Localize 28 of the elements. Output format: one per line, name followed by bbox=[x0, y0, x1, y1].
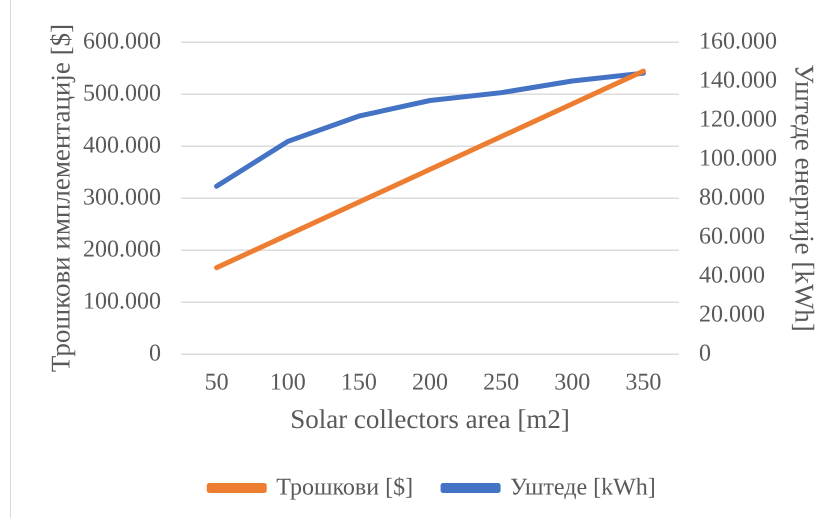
y2-tick-label: 100.000 bbox=[699, 145, 777, 172]
y-axis-title: Трошкови имплементације [$] bbox=[45, 24, 76, 372]
y-tick-label: 300.000 bbox=[83, 184, 161, 210]
y-tick-label: 400.000 bbox=[83, 132, 161, 158]
legend-label: Трошкови [$] bbox=[276, 474, 414, 500]
y2-tick-label: 160.000 bbox=[699, 28, 777, 54]
y2-tick-label: 140.000 bbox=[699, 67, 777, 94]
y-tick-label: 200.000 bbox=[83, 236, 161, 262]
x-tick-label: 50 bbox=[204, 370, 229, 396]
x-tick-label: 350 bbox=[625, 370, 662, 396]
y2-tick-label: 40.000 bbox=[699, 262, 765, 288]
y2-tick-label: 60.000 bbox=[699, 223, 765, 250]
x-tick-label: 200 bbox=[412, 370, 448, 396]
x-tick-label: 300 bbox=[554, 370, 590, 396]
x-tick-label: 250 bbox=[483, 370, 520, 396]
legend-label: Уштеде [kWh] bbox=[510, 474, 656, 500]
x-axis-title: Solar collectors area [m2] bbox=[290, 404, 570, 434]
y2-tick-label: 80.000 bbox=[699, 184, 765, 210]
y2-tick-label: 20.000 bbox=[699, 301, 765, 328]
x-tick-label: 100 bbox=[270, 370, 306, 396]
y-tick-label: 100.000 bbox=[83, 288, 161, 314]
y-tick-label: 0 bbox=[149, 340, 161, 366]
y2-tick-label: 120.000 bbox=[699, 106, 777, 132]
y2-tick-label: 0 bbox=[699, 340, 711, 366]
x-tick-label: 150 bbox=[340, 370, 377, 396]
y-tick-label: 500.000 bbox=[83, 80, 161, 106]
y2-axis-title: Уштеде енергије [kWh] bbox=[790, 64, 820, 332]
y-tick-label: 600.000 bbox=[83, 28, 161, 54]
